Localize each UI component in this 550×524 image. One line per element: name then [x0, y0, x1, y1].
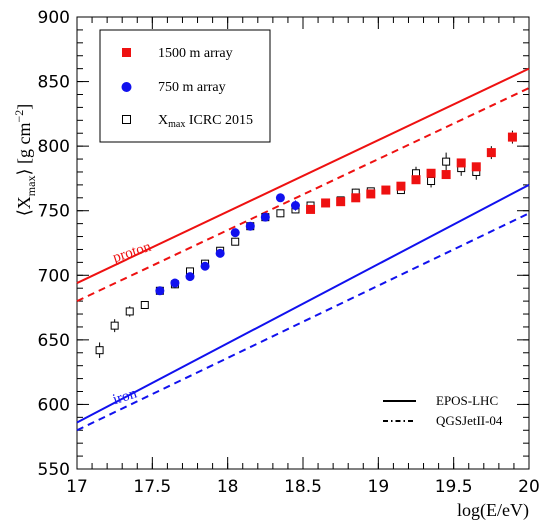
750-m-array-point — [230, 228, 240, 238]
x-tick-label: 20 — [518, 477, 540, 497]
legend-label-1500m: 1500 m array — [158, 46, 233, 61]
x-tick-label: 18.5 — [284, 477, 322, 497]
proton-epos-lhc-line — [76, 67, 530, 284]
y-tick-label: 750 — [38, 202, 70, 222]
xmax-icrc-2015-point — [110, 321, 119, 330]
1500-m-array-point — [456, 158, 466, 168]
1500-m-array-point — [426, 168, 436, 178]
1500-m-array-point — [381, 185, 391, 195]
model-lines — [76, 67, 530, 432]
legend-label-icrc-sub: max — [168, 119, 185, 130]
legend-label-icrc-rest: ICRC 2015 — [185, 113, 253, 128]
proton-annotation: proton — [111, 239, 154, 266]
x-tick-label: 19.5 — [435, 477, 473, 497]
750-m-array-point — [260, 212, 270, 222]
750-m-array-point — [245, 221, 255, 231]
y-tick-label: 900 — [38, 8, 70, 28]
y-tick-label: 700 — [38, 266, 70, 286]
1500-m-array-point — [441, 170, 451, 180]
750-m-array-point — [275, 193, 285, 203]
x-axis-title: log(E/eV) — [457, 500, 529, 521]
1500-m-array-point — [411, 175, 421, 185]
y-tick-label: 650 — [38, 331, 70, 351]
y-tick-label: 600 — [38, 395, 70, 415]
legend: 1500 m array 750 m array Xmax ICRC 2015 — [99, 29, 271, 143]
y-axis-title-prefix: ⟨X — [14, 196, 34, 216]
x-tick-label: 18 — [217, 477, 239, 497]
xmax-icrc-2015-point — [276, 209, 285, 218]
legend-marker-1500m — [122, 48, 131, 57]
1500-m-array-point — [366, 189, 376, 199]
xmax-icrc-2015-point — [231, 237, 240, 246]
xmax-icrc-2015-point — [125, 307, 134, 316]
750-m-array-point — [290, 201, 300, 211]
1500-m-array-point — [486, 148, 496, 158]
y-axis-title-sub: max — [24, 176, 38, 197]
x-tick-label: 17.5 — [133, 477, 171, 497]
1500-m-array-point — [351, 193, 361, 203]
legend-marker-750m — [121, 82, 132, 92]
1500-m-array-point — [396, 181, 406, 191]
1500-m-array-point — [306, 204, 316, 214]
model-legend: EPOS-LHC QGSJetII-04 — [383, 393, 503, 428]
iron-epos-lhc-line — [76, 184, 530, 424]
xmax-icrc-2015-point — [442, 157, 451, 166]
750-m-array-point — [200, 261, 210, 271]
legend-label-icrc-main: X — [158, 113, 168, 128]
750-m-array-point — [215, 248, 225, 258]
y-axis-title: ⟨Xmax⟩ [g cm−2] — [12, 104, 38, 217]
xmax-icrc-2015-point — [95, 346, 104, 355]
legend-label-750m: 750 m array — [158, 80, 226, 95]
1500-m-array-point — [336, 197, 346, 207]
1500-m-array-point — [471, 162, 481, 172]
x-tick-label: 17 — [66, 477, 88, 497]
y-axis-title-sup: −2 — [12, 110, 26, 123]
y-axis-title-suffix: ⟩ [g cm — [14, 123, 34, 176]
xmax-icrc-2015-point — [140, 300, 149, 309]
y-tick-label: 550 — [38, 460, 70, 480]
1500-m-array-point — [507, 132, 517, 142]
y-tick-label: 800 — [38, 137, 70, 157]
750-m-array-point — [185, 272, 195, 282]
model-legend-epos-label: EPOS-LHC — [436, 393, 498, 408]
axis-ticks: 17 17.5 18 18.5 19 19.5 20 550 600 650 700 750 800 85… — [38, 8, 540, 497]
x-tick-label: 19 — [368, 477, 390, 497]
y-tick-label: 850 — [38, 73, 70, 93]
xmax-icrc-2015-point — [427, 177, 436, 186]
750-m-array-point — [155, 286, 165, 296]
model-legend-qgsjet-label: QGSJetII-04 — [436, 413, 503, 428]
1500-m-array-point — [321, 198, 331, 208]
750-m-array-point — [170, 278, 180, 288]
iron-annotation: iron — [111, 385, 139, 408]
data-series — [95, 130, 517, 358]
legend-label-icrc: Xmax ICRC 2015 — [158, 113, 253, 130]
legend-marker-icrc — [122, 115, 131, 124]
y-axis-title-end: ] — [14, 104, 34, 110]
